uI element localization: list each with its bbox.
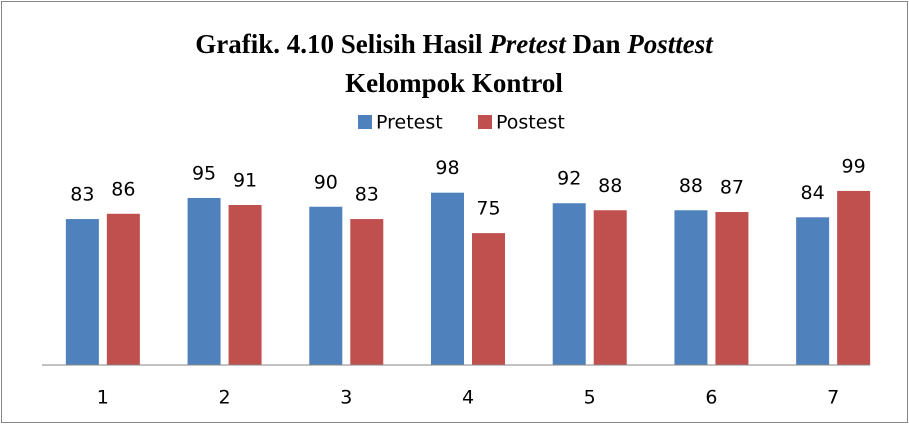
x-tick-label: 5 — [584, 387, 596, 409]
bar — [593, 210, 627, 365]
bar — [837, 190, 871, 365]
bar — [106, 213, 140, 365]
bar — [187, 197, 221, 365]
value-label: 91 — [233, 169, 257, 191]
x-tick-label: 1 — [97, 387, 109, 409]
bar — [309, 206, 343, 365]
x-tick-label: 7 — [827, 387, 839, 409]
title-part: Grafik. 4.10 Selisih Hasil — [195, 29, 489, 59]
chart-title: Grafik. 4.10 Selisih Hasil Pretest Dan P… — [195, 29, 714, 59]
value-label: 92 — [557, 168, 581, 190]
x-tick-label: 3 — [340, 387, 352, 409]
value-label: 99 — [842, 155, 866, 177]
legend-swatch — [358, 115, 372, 129]
value-label: 75 — [476, 198, 500, 220]
value-label: 83 — [355, 184, 379, 206]
bar — [796, 217, 830, 365]
bar — [228, 204, 262, 365]
legend-swatch — [478, 115, 492, 129]
value-label: 88 — [598, 175, 622, 197]
x-tick-label: 2 — [219, 387, 231, 409]
bar — [431, 192, 464, 365]
value-label: 86 — [111, 178, 135, 200]
legend-label: Postest — [496, 112, 565, 134]
title-part: Dan — [566, 29, 628, 59]
chart-title: Kelompok Kontrol — [345, 68, 563, 98]
bar — [65, 219, 99, 365]
bar — [715, 212, 749, 365]
value-label: 83 — [70, 184, 94, 206]
x-tick-label: 4 — [462, 387, 474, 409]
value-label: 84 — [801, 182, 825, 204]
title-part: Posttest — [626, 29, 714, 59]
bar — [350, 219, 384, 365]
value-label: 90 — [314, 171, 338, 193]
x-tick-label: 6 — [705, 387, 717, 409]
value-label: 88 — [679, 175, 703, 197]
value-label: 98 — [435, 157, 459, 179]
value-label: 95 — [192, 162, 216, 184]
bar — [552, 203, 586, 365]
value-label: 87 — [720, 177, 744, 199]
title-part: Pretest — [488, 29, 567, 59]
title-part: Kelompok Kontrol — [345, 68, 563, 98]
bar — [472, 233, 505, 365]
legend-label: Pretest — [376, 112, 443, 134]
bar — [674, 210, 708, 365]
